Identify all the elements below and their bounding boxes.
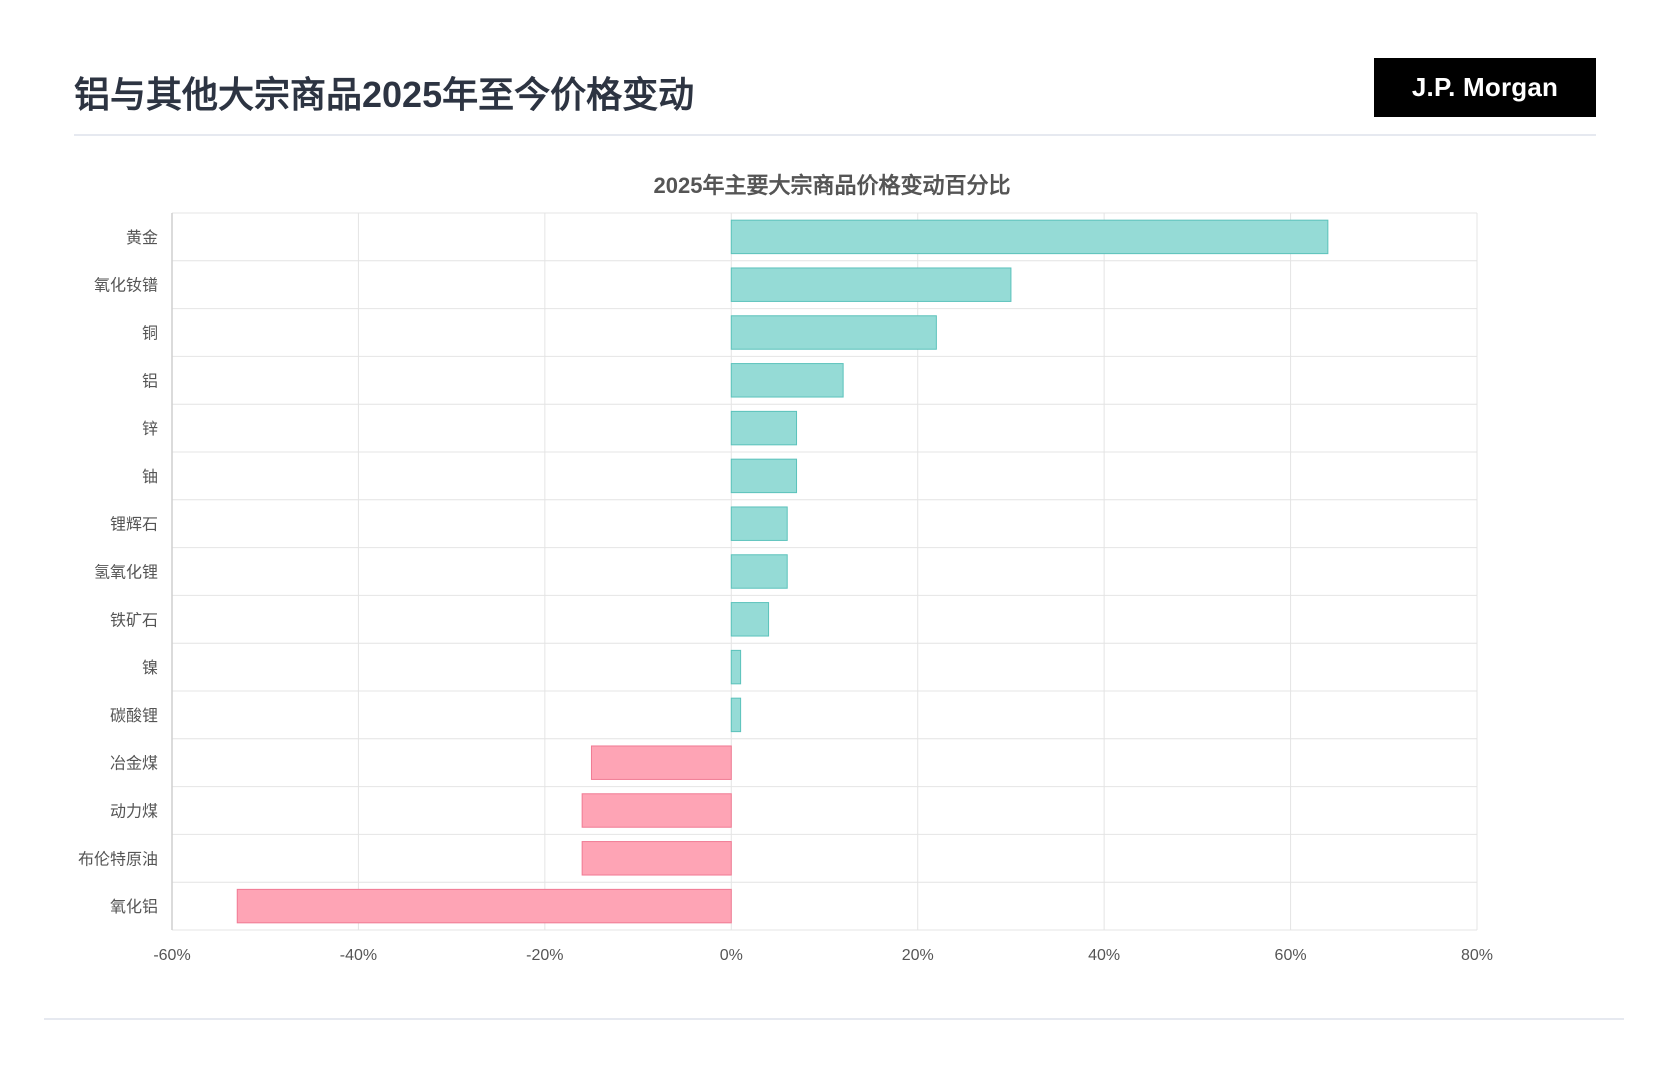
grid bbox=[171, 212, 1478, 931]
x-tick-label: 40% bbox=[1088, 947, 1120, 964]
bar-8[interactable] bbox=[730, 554, 788, 589]
x-tick-label: -20% bbox=[526, 947, 563, 964]
bar-3[interactable] bbox=[730, 315, 937, 350]
bar-15[interactable] bbox=[236, 888, 732, 924]
bar-2[interactable] bbox=[730, 267, 1012, 302]
bar-1[interactable] bbox=[730, 219, 1329, 255]
category-label: 冶金煤 bbox=[110, 755, 158, 773]
footer-divider bbox=[44, 1018, 1624, 1020]
brand-logo: J.P. Morgan bbox=[1374, 58, 1596, 117]
x-tick-labels: -60% -40% -20% 0% 20% 40% 60% 80% bbox=[153, 947, 1493, 964]
bar-6[interactable] bbox=[730, 458, 798, 494]
bar-9[interactable] bbox=[730, 602, 770, 637]
category-label: 铀 bbox=[142, 468, 158, 486]
chart-title: 2025年主要大宗商品价格变动百分比 bbox=[654, 173, 1011, 198]
category-label: 碳酸锂 bbox=[110, 707, 158, 725]
category-label: 动力煤 bbox=[110, 803, 158, 821]
category-label: 铝 bbox=[142, 372, 158, 390]
chart-container: 2025年主要大宗商品价格变动百分比 黄金氧化钕镨铜铝锌铀锂辉石氢氧化锂铁矿石镍… bbox=[60, 165, 1620, 1045]
x-tick-label: 60% bbox=[1275, 947, 1307, 964]
page-header: 铝与其他大宗商品2025年至今价格变动 J.P. Morgan bbox=[74, 58, 1596, 136]
category-label: 布伦特原油 bbox=[78, 850, 158, 868]
x-tick-label: 20% bbox=[902, 947, 934, 964]
bar-7[interactable] bbox=[730, 506, 788, 541]
category-label: 氧化铝 bbox=[110, 898, 158, 916]
category-label: 铁矿石 bbox=[110, 611, 158, 629]
bars bbox=[236, 219, 1329, 924]
bar-12[interactable] bbox=[590, 745, 732, 780]
category-label: 氧化钕镨 bbox=[94, 277, 158, 295]
bar-10[interactable] bbox=[730, 649, 742, 685]
category-label: 锂辉石 bbox=[110, 516, 158, 534]
category-label: 黄金 bbox=[126, 229, 158, 247]
bar-5[interactable] bbox=[730, 410, 798, 446]
bar-11[interactable] bbox=[730, 697, 742, 733]
category-label: 铜 bbox=[142, 325, 158, 343]
bar-13[interactable] bbox=[581, 793, 732, 828]
category-label: 氢氧化锂 bbox=[94, 564, 158, 582]
x-tick-label: -60% bbox=[153, 947, 190, 964]
bar-chart: 2025年主要大宗商品价格变动百分比 黄金氧化钕镨铜铝锌铀锂辉石氢氧化锂铁矿石镍… bbox=[78, 173, 1493, 964]
category-label: 镍 bbox=[142, 659, 158, 677]
bar-14[interactable] bbox=[581, 841, 732, 876]
page-title: 铝与其他大宗商品2025年至今价格变动 bbox=[74, 74, 695, 115]
category-label: 锌 bbox=[142, 420, 158, 438]
x-tick-label: 0% bbox=[720, 947, 743, 964]
x-tick-label: 80% bbox=[1461, 947, 1493, 964]
x-tick-label: -40% bbox=[340, 947, 377, 964]
bar-4[interactable] bbox=[730, 363, 844, 398]
